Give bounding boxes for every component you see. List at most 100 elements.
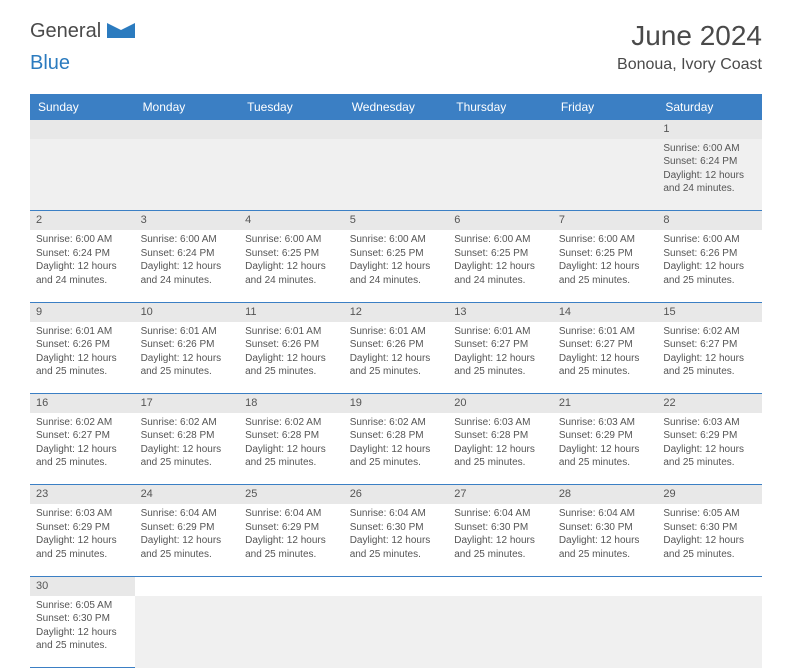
sunset-line: Sunset: 6:28 PM [141,429,234,443]
day-number-cell: 6 [448,211,553,230]
sunrise-line: Sunrise: 6:01 AM [350,325,443,339]
daylight-line: Daylight: 12 hours and 25 minutes. [454,534,547,561]
daylight-line: Daylight: 12 hours and 25 minutes. [36,534,129,561]
daylight-line: Daylight: 12 hours and 25 minutes. [663,352,756,379]
sunset-line: Sunset: 6:30 PM [36,612,129,626]
sunrise-line: Sunrise: 6:05 AM [36,599,129,613]
daylight-line: Daylight: 12 hours and 24 minutes. [350,260,443,287]
day-number-cell: 13 [448,302,553,321]
day-number-cell: 12 [344,302,449,321]
daynum-row: 1 [30,120,762,139]
sunrise-line: Sunrise: 6:00 AM [245,233,338,247]
sunrise-line: Sunrise: 6:04 AM [245,507,338,521]
day-number-cell: 18 [239,394,344,413]
daylight-line: Daylight: 12 hours and 25 minutes. [245,352,338,379]
day-number-cell: 5 [344,211,449,230]
weekday-header: Wednesday [344,94,449,120]
detail-row: Sunrise: 6:01 AMSunset: 6:26 PMDaylight:… [30,322,762,394]
day-detail-cell: Sunrise: 6:01 AMSunset: 6:26 PMDaylight:… [239,322,344,394]
day-detail-cell: Sunrise: 6:02 AMSunset: 6:27 PMDaylight:… [30,413,135,485]
sunset-line: Sunset: 6:24 PM [36,247,129,261]
day-detail-cell: Sunrise: 6:02 AMSunset: 6:28 PMDaylight:… [135,413,240,485]
day-number-cell [30,120,135,139]
detail-row: Sunrise: 6:00 AMSunset: 6:24 PMDaylight:… [30,139,762,211]
sunset-line: Sunset: 6:25 PM [245,247,338,261]
day-detail-cell: Sunrise: 6:05 AMSunset: 6:30 PMDaylight:… [30,596,135,668]
weekday-header: Saturday [657,94,762,120]
weekday-header: Friday [553,94,658,120]
daynum-row: 30 [30,576,762,595]
sunset-line: Sunset: 6:24 PM [663,155,756,169]
detail-row: Sunrise: 6:00 AMSunset: 6:24 PMDaylight:… [30,230,762,302]
day-number-cell: 17 [135,394,240,413]
sunset-line: Sunset: 6:29 PM [245,521,338,535]
sunrise-line: Sunrise: 6:00 AM [350,233,443,247]
day-detail-cell: Sunrise: 6:01 AMSunset: 6:26 PMDaylight:… [344,322,449,394]
header: General June 2024 Bonoua, Ivory Coast [0,0,792,84]
daylight-line: Daylight: 12 hours and 25 minutes. [663,260,756,287]
day-detail-cell: Sunrise: 6:04 AMSunset: 6:30 PMDaylight:… [553,504,658,576]
day-number-cell: 20 [448,394,553,413]
sunset-line: Sunset: 6:27 PM [559,338,652,352]
day-number-cell: 15 [657,302,762,321]
day-number-cell: 21 [553,394,658,413]
daylight-line: Daylight: 12 hours and 25 minutes. [559,443,652,470]
sunrise-line: Sunrise: 6:02 AM [141,416,234,430]
day-detail-cell: Sunrise: 6:04 AMSunset: 6:29 PMDaylight:… [239,504,344,576]
sunset-line: Sunset: 6:25 PM [350,247,443,261]
sunrise-line: Sunrise: 6:02 AM [36,416,129,430]
daylight-line: Daylight: 12 hours and 25 minutes. [350,443,443,470]
sunset-line: Sunset: 6:26 PM [245,338,338,352]
sunrise-line: Sunrise: 6:05 AM [663,507,756,521]
daylight-line: Daylight: 12 hours and 25 minutes. [245,534,338,561]
sunset-line: Sunset: 6:30 PM [350,521,443,535]
day-number-cell: 28 [553,485,658,504]
daylight-line: Daylight: 12 hours and 25 minutes. [245,443,338,470]
day-number-cell [553,120,658,139]
sunset-line: Sunset: 6:24 PM [141,247,234,261]
daylight-line: Daylight: 12 hours and 25 minutes. [141,534,234,561]
day-detail-cell: Sunrise: 6:03 AMSunset: 6:29 PMDaylight:… [657,413,762,485]
sunset-line: Sunset: 6:30 PM [454,521,547,535]
sunrise-line: Sunrise: 6:04 AM [454,507,547,521]
day-number-cell: 2 [30,211,135,230]
daylight-line: Daylight: 12 hours and 25 minutes. [663,443,756,470]
location-label: Bonoua, Ivory Coast [617,56,762,74]
day-number-cell: 7 [553,211,658,230]
sunset-line: Sunset: 6:29 PM [36,521,129,535]
day-number-cell: 29 [657,485,762,504]
brand-logo: General [30,20,137,43]
day-detail-cell [344,596,449,668]
day-detail-cell: Sunrise: 6:04 AMSunset: 6:30 PMDaylight:… [448,504,553,576]
sunset-line: Sunset: 6:27 PM [36,429,129,443]
day-number-cell: 14 [553,302,658,321]
sunset-line: Sunset: 6:26 PM [350,338,443,352]
day-number-cell: 25 [239,485,344,504]
day-detail-cell: Sunrise: 6:01 AMSunset: 6:26 PMDaylight:… [135,322,240,394]
day-detail-cell: Sunrise: 6:00 AMSunset: 6:25 PMDaylight:… [448,230,553,302]
sunrise-line: Sunrise: 6:00 AM [663,233,756,247]
daylight-line: Daylight: 12 hours and 24 minutes. [454,260,547,287]
day-number-cell: 22 [657,394,762,413]
daylight-line: Daylight: 12 hours and 24 minutes. [245,260,338,287]
calendar-table: Sunday Monday Tuesday Wednesday Thursday… [30,94,762,668]
day-number-cell [135,576,240,595]
day-number-cell [553,576,658,595]
sunrise-line: Sunrise: 6:00 AM [559,233,652,247]
daylight-line: Daylight: 12 hours and 25 minutes. [141,443,234,470]
sunrise-line: Sunrise: 6:00 AM [454,233,547,247]
day-detail-cell: Sunrise: 6:02 AMSunset: 6:28 PMDaylight:… [239,413,344,485]
sunrise-line: Sunrise: 6:02 AM [245,416,338,430]
weekday-header: Sunday [30,94,135,120]
weekday-header-row: Sunday Monday Tuesday Wednesday Thursday… [30,94,762,120]
sunrise-line: Sunrise: 6:04 AM [559,507,652,521]
detail-row: Sunrise: 6:05 AMSunset: 6:30 PMDaylight:… [30,596,762,668]
title-block: June 2024 Bonoua, Ivory Coast [617,20,762,74]
sunrise-line: Sunrise: 6:00 AM [663,142,756,156]
sunrise-line: Sunrise: 6:00 AM [141,233,234,247]
daylight-line: Daylight: 12 hours and 25 minutes. [36,443,129,470]
day-number-cell [657,576,762,595]
sunrise-line: Sunrise: 6:00 AM [36,233,129,247]
day-number-cell: 16 [30,394,135,413]
day-detail-cell: Sunrise: 6:01 AMSunset: 6:27 PMDaylight:… [448,322,553,394]
